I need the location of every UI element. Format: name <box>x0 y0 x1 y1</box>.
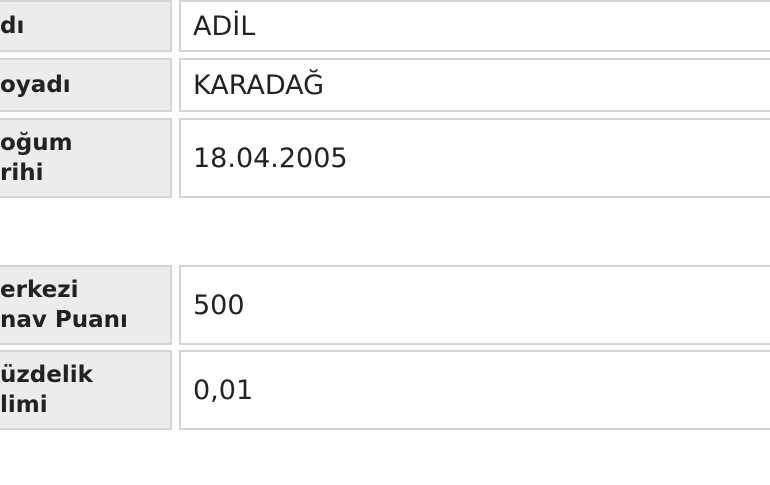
field-value: 18.04.2005 <box>179 118 770 198</box>
field-value: 500 <box>179 265 770 345</box>
label-line: nav Puanı <box>0 307 128 333</box>
label-line: rihi <box>0 160 44 186</box>
label-line: erkezi <box>0 277 79 303</box>
field-label: oyadı <box>0 58 172 112</box>
field-label: erkezi nav Puanı <box>0 265 172 345</box>
field-value: ADİL <box>179 0 770 52</box>
label-line: oğum <box>0 130 73 156</box>
field-value: 0,01 <box>179 350 770 430</box>
field-label: dı <box>0 0 172 52</box>
label-line: oyadı <box>0 72 71 98</box>
field-value: KARADAĞ <box>179 58 770 112</box>
field-label: üzdelik limi <box>0 350 172 430</box>
label-line: limi <box>0 392 48 418</box>
field-label: oğum rihi <box>0 118 172 198</box>
label-line: dı <box>0 13 25 39</box>
label-line: üzdelik <box>0 362 93 388</box>
